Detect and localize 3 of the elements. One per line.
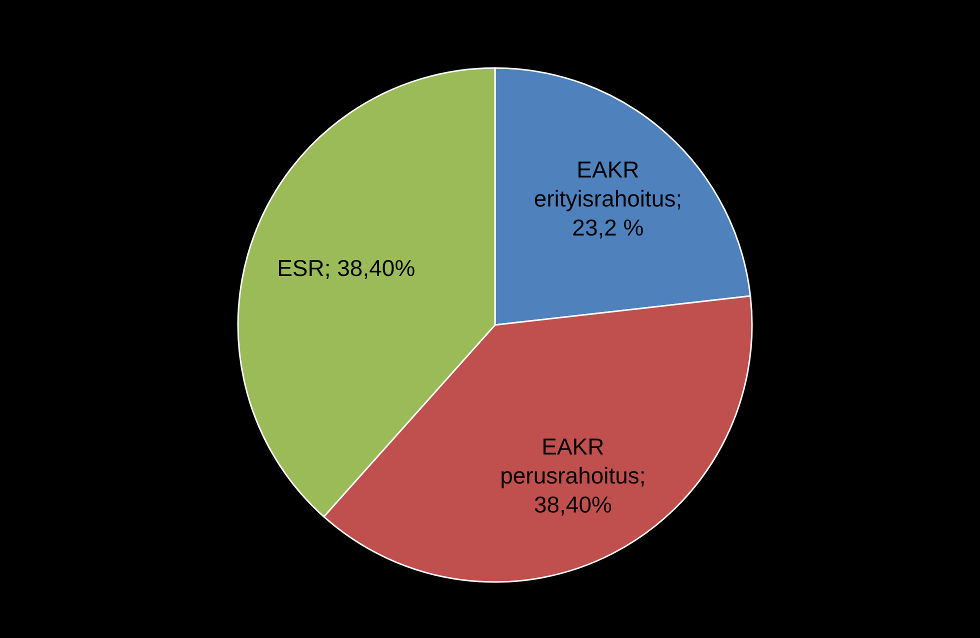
- slice-label: EAKR perusrahoitus; 38,40%: [500, 434, 646, 518]
- slice-label: ESR; 38,40%: [277, 255, 416, 282]
- slice-label: EAKR erityisrahoitus; 23,2 %: [534, 156, 682, 240]
